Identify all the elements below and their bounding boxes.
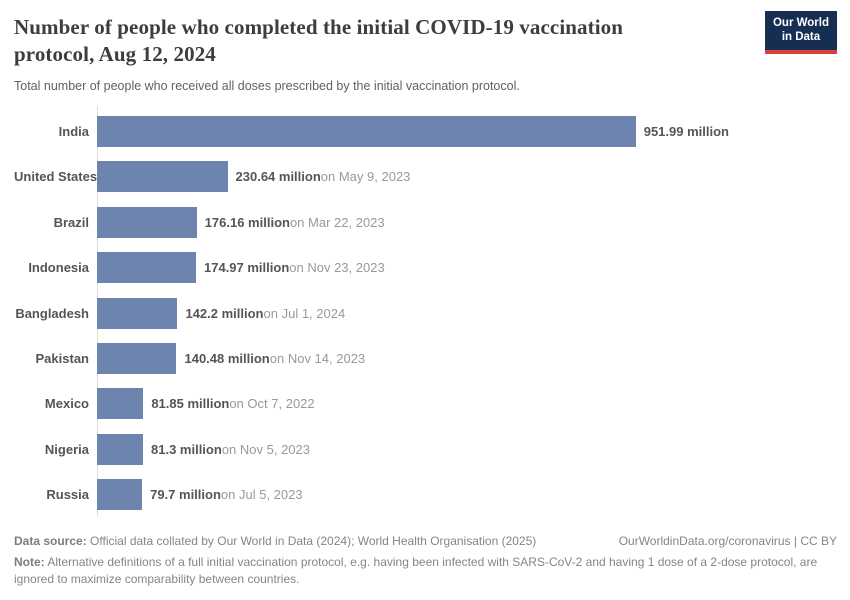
bar-track: 174.97 millionon Nov 23, 2023 [97,252,836,284]
country-label: Pakistan [35,350,89,366]
chart-subtitle: Total number of people who received all … [14,78,520,93]
bar-row: Nigeria 81.3 millionon Nov 5, 2023 [14,427,836,472]
value-label: 176.16 millionon Mar 22, 2023 [205,215,385,230]
value-label: 140.48 millionon Nov 14, 2023 [184,351,365,366]
data-source-label: Data source: [14,534,87,549]
bar-track: 79.7 millionon Jul 5, 2023 [97,479,836,511]
bar-value: 140.48 million [184,350,270,366]
bar-date: on Nov 23, 2023 [289,260,385,276]
bar-value: 79.7 million [150,487,221,503]
country-label: United States [14,169,98,185]
bar[interactable] [97,433,143,465]
country-label: Russia [46,487,89,503]
value-label: 142.2 millionon Jul 1, 2024 [185,306,345,321]
bar[interactable] [97,297,178,329]
note-text: Alternative definitions of a full initia… [14,554,818,587]
bar-date: on Jul 1, 2024 [263,305,346,321]
bar[interactable] [97,161,228,193]
bar-date: on May 9, 2023 [320,169,411,185]
country-label: Indonesia [28,260,89,276]
source-line: Data source: Official data collated by O… [14,533,837,550]
bar-row: Russia 79.7 millionon Jul 5, 2023 [14,472,836,517]
chart-header: Number of people who completed the initi… [0,0,850,94]
bar-row: Brazil 176.16 millionon Mar 22, 2023 [14,200,836,245]
value-label: 230.64 millionon May 9, 2023 [236,169,411,184]
bar-row: Mexico 81.85 millionon Oct 7, 2022 [14,381,836,426]
bar[interactable] [97,252,196,284]
bar[interactable] [97,116,636,148]
bar-value: 230.64 million [235,169,321,185]
bar-value: 142.2 million [185,305,264,321]
bar-date: on Oct 7, 2022 [229,396,315,412]
country-label: Nigeria [44,441,89,457]
bar-track: 142.2 millionon Jul 1, 2024 [97,297,836,329]
bar[interactable] [97,479,143,511]
title-block: Number of people who completed the initi… [14,14,704,94]
logo-line-1: Our World [772,17,829,29]
bar-row: Bangladesh 142.2 millionon Jul 1, 2024 [14,290,836,335]
value-label: 81.85 millionon Oct 7, 2022 [151,396,314,411]
bar-chart: India 951.99 million United States 230.6… [14,105,836,518]
value-label: 951.99 million [644,124,729,139]
country-label: Brazil [53,214,89,230]
bar-track: 81.3 millionon Nov 5, 2023 [97,433,836,465]
bar[interactable] [97,388,144,420]
note-label: Note: [14,554,45,569]
bar-row: Pakistan 140.48 millionon Nov 14, 2023 [14,336,836,381]
country-label: Mexico [44,396,89,412]
data-source-text: Official data collated by Our World in D… [90,534,537,549]
bar-row: United States 230.64 millionon May 9, 20… [14,154,836,199]
bar-value: 81.3 million [151,441,222,457]
bar-date: on Nov 14, 2023 [269,350,366,366]
bar-row: India 951.99 million [14,109,836,154]
bar-date: on Nov 5, 2023 [221,441,310,457]
bar-value: 81.85 million [151,396,230,412]
bar-date: on Jul 5, 2023 [220,487,303,503]
chart-footer: Data source: Official data collated by O… [14,533,837,588]
country-label: India [58,124,89,140]
bar-value: 174.97 million [204,260,290,276]
chart-title: Number of people who completed the initi… [14,15,624,67]
bar-value: 176.16 million [204,214,290,230]
country-label: Bangladesh [15,305,89,321]
bar-value: 951.99 million [643,124,729,140]
bar-track: 951.99 million [97,116,836,148]
data-source: Data source: Official data collated by O… [14,533,536,550]
bar[interactable] [97,206,197,238]
chart-note: Note: Alternative definitions of a full … [14,554,824,589]
logo-line-2: in Data [781,31,821,44]
bar-track: 140.48 millionon Nov 14, 2023 [97,342,836,374]
owid-logo: Our World in Data [764,11,837,54]
bar-track: 230.64 millionon May 9, 2023 [97,161,836,193]
bar[interactable] [97,342,177,374]
value-label: 174.97 millionon Nov 23, 2023 [204,260,385,275]
bar-row: Indonesia 174.97 millionon Nov 23, 2023 [14,245,836,290]
bar-track: 176.16 millionon Mar 22, 2023 [97,206,836,238]
value-label: 81.3 millionon Nov 5, 2023 [151,442,310,457]
value-label: 79.7 millionon Jul 5, 2023 [150,487,303,502]
owid-link[interactable]: OurWorldinData.org/coronavirus | CC BY [618,534,837,549]
bar-date: on Mar 22, 2023 [289,214,385,230]
bar-track: 81.85 millionon Oct 7, 2022 [97,388,836,420]
bar-rows: India 951.99 million United States 230.6… [14,109,836,518]
